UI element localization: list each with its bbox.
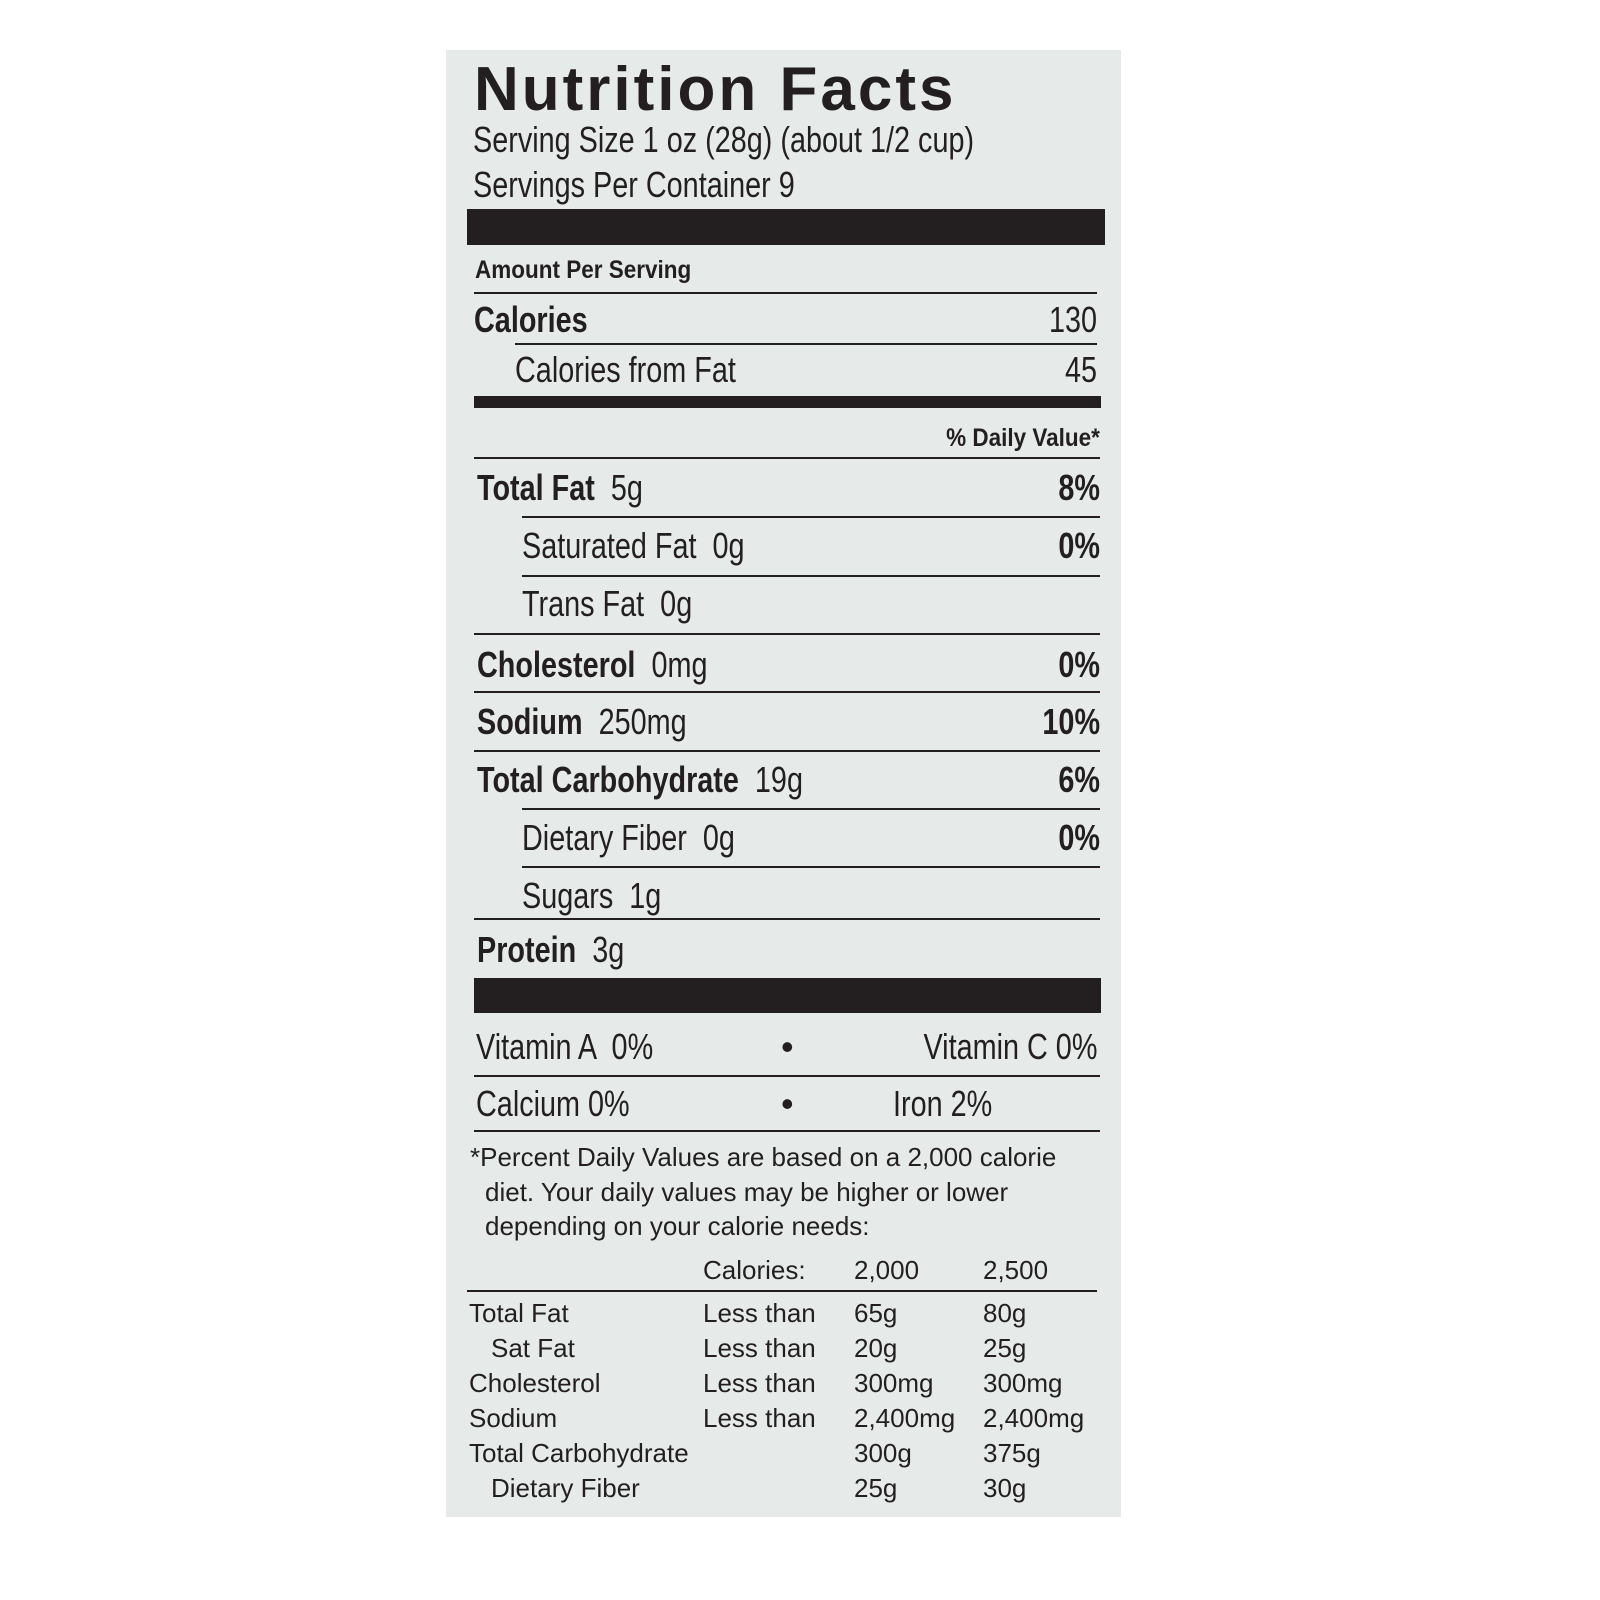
- nutrient-amount: 0g: [660, 583, 693, 624]
- dv-table-cell: 65g: [854, 1298, 898, 1328]
- calories-from-fat-label: Calories from Fat: [515, 349, 736, 390]
- dv-table-cell: 300mg: [983, 1368, 1063, 1398]
- nutrient-label: Cholesterol: [477, 644, 636, 685]
- dv-table-cell: 25g: [854, 1473, 898, 1503]
- divider: [515, 343, 1097, 345]
- calories-label: Calories: [474, 299, 588, 340]
- nutrient-label: Protein: [477, 929, 577, 970]
- nutrient-amount: 5g: [610, 467, 643, 508]
- medium-divider: [474, 396, 1101, 408]
- nutrient-daily-value: 0%: [1058, 817, 1100, 858]
- divider: [522, 575, 1100, 577]
- dv-table-cell: 2,400mg: [854, 1403, 956, 1433]
- dv-table-header: Calories:: [703, 1255, 806, 1285]
- dv-table-header: 2,000: [854, 1255, 920, 1285]
- iron: Iron 2%: [893, 1083, 993, 1124]
- nutrition-facts-panel: Nutrition Facts Serving Size 1 oz (28g) …: [446, 50, 1121, 1517]
- nutrient-amount: 0g: [712, 525, 745, 566]
- bullet: •: [781, 1026, 794, 1067]
- nutrient-row: Sodium 250mg: [477, 702, 739, 742]
- dv-table-cell: 375g: [983, 1438, 1041, 1468]
- nutrient-label: Trans Fat: [522, 583, 645, 624]
- nutrient-row: Trans Fat 0g: [522, 584, 735, 624]
- nutrient-daily-value: 6%: [1058, 759, 1100, 800]
- vitamin-c: Vitamin C 0%: [923, 1026, 1097, 1067]
- nutrient-label: Sodium: [477, 701, 583, 742]
- dv-table-header: 2,500: [983, 1255, 1049, 1285]
- nutrient-label: Sugars: [522, 875, 614, 916]
- title: Nutrition Facts: [474, 55, 957, 124]
- dv-table-cell: 80g: [983, 1298, 1027, 1328]
- footnote-line: diet. Your daily values may be higher or…: [485, 1177, 1009, 1207]
- dv-table-cell: 300mg: [854, 1368, 934, 1398]
- nutrient-daily-value: 0%: [1058, 525, 1100, 566]
- dv-table-cell: 300g: [854, 1438, 912, 1468]
- nutrient-amount: 1g: [629, 875, 662, 916]
- divider: [474, 633, 1100, 635]
- dv-table-cell: Total Carbohydrate: [469, 1438, 689, 1468]
- dv-table-cell: Less than: [703, 1403, 816, 1433]
- nutrient-row: Sugars 1g: [522, 876, 696, 916]
- nutrient-row: Saturated Fat 0g: [522, 526, 800, 566]
- dv-table-cell: Less than: [703, 1333, 816, 1363]
- calcium: Calcium 0%: [476, 1083, 630, 1124]
- nutrient-daily-value: 10%: [1042, 701, 1100, 742]
- dv-table-cell: Cholesterol: [469, 1368, 601, 1398]
- dv-table-cell: 2,400mg: [983, 1403, 1085, 1433]
- nutrient-label: Total Carbohydrate: [477, 759, 739, 800]
- nutrient-label: Dietary Fiber: [522, 817, 687, 858]
- calories-from-fat-value: 45: [1064, 349, 1097, 390]
- divider: [474, 691, 1100, 693]
- divider: [522, 808, 1100, 810]
- dv-table-cell: 20g: [854, 1333, 898, 1363]
- divider: [474, 1130, 1100, 1132]
- dv-table-cell: 25g: [983, 1333, 1027, 1363]
- dv-table-cell: Less than: [703, 1298, 816, 1328]
- amount-per-serving: Amount Per Serving: [475, 256, 692, 284]
- nutrient-daily-value: 0%: [1058, 644, 1100, 685]
- footnote-line: *Percent Daily Values are based on a 2,0…: [470, 1142, 1057, 1172]
- calories-value: 130: [1048, 299, 1097, 340]
- divider: [522, 516, 1100, 518]
- dv-table-cell: Sat Fat: [491, 1333, 575, 1363]
- nutrient-amount: 0mg: [651, 644, 708, 685]
- bullet: •: [781, 1083, 794, 1124]
- thick-divider: [474, 978, 1101, 1013]
- divider: [522, 866, 1100, 868]
- nutrient-row: Total Carbohydrate 19g: [477, 760, 884, 800]
- nutrient-amount: 250mg: [598, 701, 687, 742]
- daily-value-header: % Daily Value*: [946, 424, 1100, 452]
- nutrient-amount: 0g: [702, 817, 735, 858]
- dv-table-cell: Sodium: [469, 1403, 558, 1433]
- divider: [467, 1290, 1097, 1292]
- nutrient-row: Protein 3g: [477, 930, 661, 970]
- dv-table-cell: Dietary Fiber: [491, 1473, 640, 1503]
- divider: [474, 1075, 1100, 1077]
- divider: [474, 457, 1100, 459]
- nutrient-label: Total Fat: [477, 467, 595, 508]
- vitamin-a: Vitamin A 0%: [476, 1026, 654, 1067]
- nutrient-row: Total Fat 5g: [477, 468, 684, 508]
- footnote-line: depending on your calorie needs:: [485, 1211, 870, 1241]
- nutrient-amount: 19g: [754, 759, 803, 800]
- nutrient-daily-value: 8%: [1058, 467, 1100, 508]
- serving-size: Serving Size 1 oz (28g) (about 1/2 cup): [473, 119, 975, 160]
- servings-per-container: Servings Per Container 9: [473, 164, 795, 205]
- dv-table-cell: 30g: [983, 1473, 1027, 1503]
- nutrient-label: Saturated Fat: [522, 525, 697, 566]
- divider: [474, 292, 1097, 294]
- dv-table-cell: Total Fat: [469, 1298, 569, 1328]
- nutrient-amount: 3g: [592, 929, 625, 970]
- divider: [474, 750, 1100, 752]
- nutrient-row: Cholesterol 0mg: [477, 645, 765, 685]
- nutrient-row: Dietary Fiber 0g: [522, 818, 788, 858]
- thick-divider: [467, 209, 1105, 245]
- divider: [474, 918, 1100, 920]
- dv-table-cell: Less than: [703, 1368, 816, 1398]
